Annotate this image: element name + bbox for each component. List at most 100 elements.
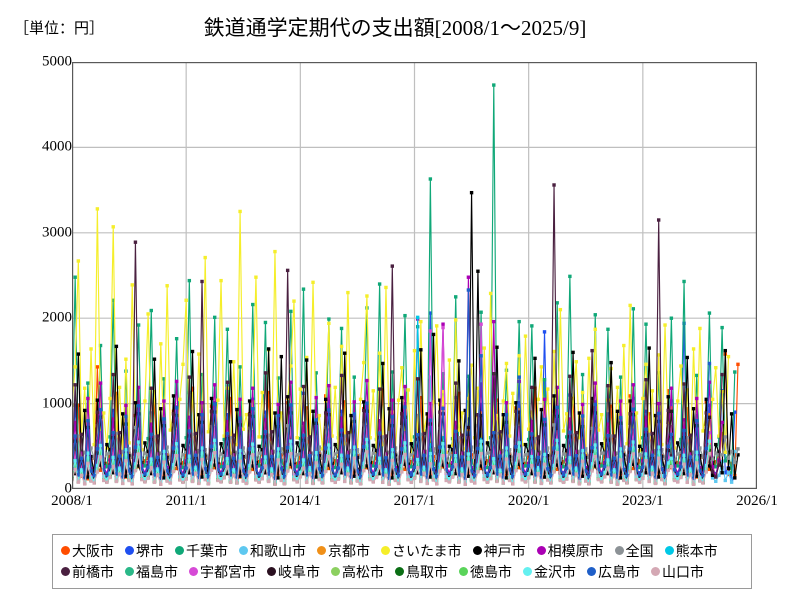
series-marker — [530, 459, 534, 463]
series-marker — [247, 439, 252, 443]
legend-item-千葉市[interactable]: 千葉市 — [175, 544, 228, 558]
series-marker — [384, 468, 388, 472]
series-marker — [695, 418, 699, 423]
series-marker — [184, 477, 188, 481]
series-marker — [454, 439, 458, 443]
series-marker — [517, 441, 521, 445]
series-marker — [615, 409, 620, 413]
series-marker — [317, 413, 322, 418]
series-marker — [612, 434, 616, 438]
legend-item-相模原市[interactable]: 相模原市 — [536, 544, 604, 558]
series-marker — [117, 449, 122, 454]
series-marker — [111, 298, 115, 302]
series-marker — [552, 183, 556, 187]
series-marker — [507, 454, 512, 459]
series-marker — [682, 448, 686, 452]
legend-item-神戸市[interactable]: 神戸市 — [472, 544, 526, 558]
series-marker — [162, 460, 166, 464]
series-marker — [362, 445, 366, 449]
legend-item-高松市[interactable]: 高松市 — [331, 565, 384, 579]
series-marker — [200, 446, 204, 450]
y-tick-label: 1000 — [42, 395, 72, 412]
legend-item-広島市[interactable]: 広島市 — [587, 565, 640, 579]
legend-item-金沢市[interactable]: 金沢市 — [523, 565, 576, 579]
series-marker — [339, 416, 344, 420]
series-marker — [441, 406, 445, 410]
series-marker — [206, 430, 211, 434]
series-marker — [251, 407, 255, 411]
series-marker — [130, 474, 134, 479]
series-marker — [720, 389, 724, 394]
series-marker — [438, 465, 442, 470]
series-marker — [479, 382, 483, 386]
series-marker — [666, 461, 670, 465]
series-marker — [723, 435, 727, 439]
series-marker — [580, 459, 585, 463]
series-marker — [384, 434, 388, 438]
legend-item-和歌山市[interactable]: 和歌山市 — [239, 544, 306, 558]
series-marker — [447, 472, 452, 476]
series-marker — [327, 443, 331, 447]
series-marker — [365, 424, 369, 429]
series-marker — [726, 466, 731, 471]
legend-marker-icon — [175, 546, 184, 555]
series-marker — [701, 478, 705, 483]
series-18 — [72, 288, 712, 481]
series-marker — [463, 408, 467, 413]
legend-item-福島市[interactable]: 福島市 — [125, 565, 178, 579]
legend-item-山口市[interactable]: 山口市 — [651, 565, 704, 579]
legend-label: 京都市 — [328, 542, 370, 559]
series-marker — [124, 414, 128, 419]
legend-item-さいたま市[interactable]: さいたま市 — [381, 544, 462, 558]
series-marker — [209, 424, 214, 429]
legend-item-鳥取市[interactable]: 鳥取市 — [395, 565, 448, 579]
legend-item-熊本市[interactable]: 熊本市 — [664, 544, 718, 558]
series-marker — [415, 377, 420, 381]
series-marker — [117, 466, 122, 470]
series-marker — [184, 436, 188, 440]
series-marker — [235, 475, 239, 479]
x-tick-label: 2017/1 — [393, 493, 436, 509]
legend-item-宇都宮市[interactable]: 宇都宮市 — [189, 565, 256, 579]
y-tick-label: 5000 — [42, 53, 72, 70]
series-marker — [362, 455, 366, 460]
series-marker — [260, 477, 264, 481]
series-marker — [485, 465, 490, 470]
series-marker — [469, 471, 474, 475]
series-marker — [460, 455, 464, 459]
legend-item-堺市[interactable]: 堺市 — [125, 544, 164, 558]
legend-item-前橋市[interactable]: 前橋市 — [61, 565, 114, 579]
legend-item-全国[interactable]: 全国 — [614, 544, 654, 558]
series-marker — [606, 458, 610, 462]
legend-item-大阪市[interactable]: 大阪市 — [61, 544, 114, 558]
series-marker — [127, 478, 131, 483]
series-marker — [333, 452, 337, 456]
series-marker — [530, 454, 534, 459]
series-marker — [435, 456, 439, 460]
series-marker — [76, 477, 81, 482]
series-marker — [308, 468, 312, 472]
series-marker — [723, 348, 727, 353]
series-marker — [127, 469, 131, 473]
series-marker — [425, 481, 429, 486]
series-marker — [580, 438, 585, 443]
series-marker — [174, 453, 179, 458]
series-marker — [526, 476, 531, 480]
series-marker — [577, 411, 582, 415]
series-marker — [362, 408, 366, 413]
series-marker — [95, 447, 100, 451]
series-marker — [339, 445, 344, 449]
series-marker — [666, 395, 670, 399]
series-marker — [365, 294, 369, 298]
series-marker — [704, 397, 708, 402]
series-marker — [555, 467, 559, 472]
series-marker — [438, 410, 442, 414]
series-marker — [571, 350, 575, 355]
legend-item-岐阜市[interactable]: 岐阜市 — [267, 565, 320, 579]
series-marker — [447, 477, 452, 481]
series-marker — [257, 473, 261, 477]
series-marker — [232, 360, 236, 364]
legend-item-京都市[interactable]: 京都市 — [317, 544, 370, 558]
series-marker — [637, 444, 642, 448]
legend-item-徳島市[interactable]: 徳島市 — [459, 565, 512, 579]
